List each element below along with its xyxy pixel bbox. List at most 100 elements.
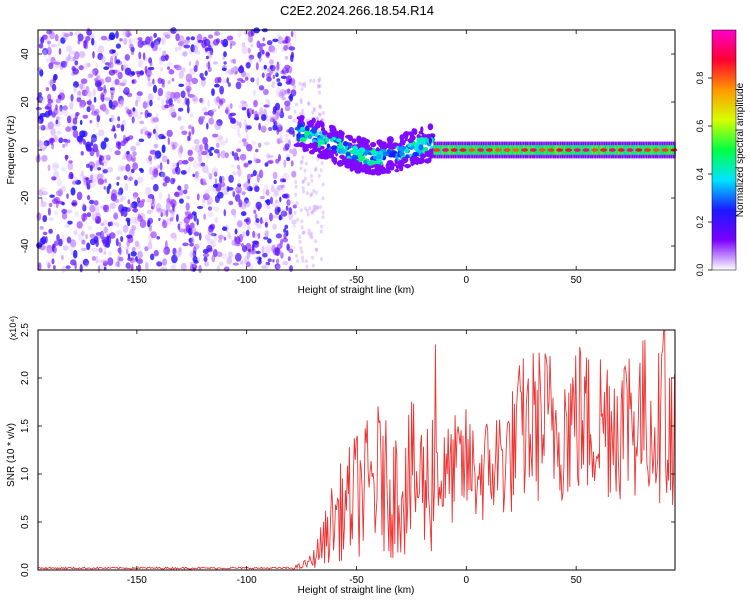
spectrogram-cell bbox=[116, 230, 123, 235]
spectrogram-cell bbox=[293, 109, 297, 114]
spectrogram-cell bbox=[289, 148, 293, 154]
y-tick-label: 2.5 bbox=[20, 323, 31, 337]
spectrogram-cell bbox=[103, 186, 107, 190]
spectrogram-cell bbox=[155, 131, 159, 140]
colorbar-tick-label: 0.4 bbox=[695, 168, 705, 181]
spectrogram-cell bbox=[211, 88, 215, 96]
spectrogram-cell bbox=[115, 43, 121, 49]
spectrogram-cell bbox=[370, 141, 377, 148]
spectrogram-cell bbox=[89, 70, 96, 76]
spectrogram-cell bbox=[270, 196, 273, 205]
spectrogram-cell bbox=[200, 181, 208, 186]
spectrogram-cell bbox=[228, 174, 234, 183]
spectrogram-cell bbox=[246, 225, 251, 232]
spectrogram-cell bbox=[78, 50, 86, 59]
spectrogram-cell bbox=[351, 160, 359, 166]
spectrogram-cell bbox=[65, 62, 69, 68]
spectrogram-cell bbox=[162, 258, 168, 266]
spectrogram-cell bbox=[177, 185, 182, 191]
spectrogram-cell bbox=[95, 159, 100, 167]
spectrogram-cell bbox=[272, 223, 277, 230]
spectrogram-cell bbox=[76, 97, 82, 103]
spectrogram-cell bbox=[128, 176, 133, 182]
spectrogram-cell bbox=[227, 82, 231, 87]
spectrogram-cell bbox=[398, 146, 406, 152]
spectrogram-cell bbox=[206, 244, 213, 252]
spectrogram-cell bbox=[171, 77, 175, 82]
spectrogram-cell bbox=[140, 168, 144, 173]
spectrogram-cell bbox=[173, 191, 180, 197]
spectrogram-y-ticks: -40 -20 0 20 40 bbox=[20, 48, 675, 253]
spectrogram-cell bbox=[501, 145, 504, 155]
spectrogram-cell bbox=[125, 262, 131, 269]
spectrogram-cell bbox=[74, 211, 79, 217]
spectrogram-cell bbox=[248, 54, 255, 60]
spectrogram-cell bbox=[155, 203, 162, 212]
spectrogram-cell bbox=[194, 171, 199, 179]
spectrogram-cell bbox=[139, 219, 147, 228]
x-tick-label: 0 bbox=[464, 275, 470, 286]
spectrogram-cell bbox=[247, 47, 251, 54]
spectrogram-cell bbox=[72, 68, 79, 75]
spectrogram-cell bbox=[208, 34, 214, 39]
spectrogram-cell bbox=[127, 199, 131, 205]
spectrogram-cell bbox=[312, 78, 316, 83]
spectrogram-cell bbox=[204, 188, 210, 197]
spectrogram-cell bbox=[168, 98, 173, 106]
spectrogram-cell bbox=[210, 233, 217, 237]
spectrogram-cell bbox=[282, 237, 289, 243]
spectrogram-cell bbox=[213, 61, 218, 65]
spectrogram-cell bbox=[208, 173, 213, 180]
spectrogram-cell bbox=[165, 99, 170, 104]
spectrogram-cell bbox=[284, 89, 291, 95]
spectrogram-cell bbox=[247, 160, 253, 164]
spectrogram-cell bbox=[86, 146, 93, 152]
spectrogram-cell bbox=[126, 153, 133, 162]
spectrogram-cell bbox=[318, 90, 321, 95]
spectrogram-cell bbox=[66, 115, 72, 124]
spectrogram-cell bbox=[503, 148, 511, 152]
spectrogram-cell bbox=[319, 229, 323, 234]
spectrogram-cell bbox=[165, 209, 169, 217]
spectrogram-cell bbox=[311, 210, 315, 214]
spectrogram-cell bbox=[272, 192, 279, 198]
spectrogram-cell bbox=[266, 67, 271, 72]
spectrogram-cell bbox=[314, 166, 318, 171]
spectrogram-cell bbox=[82, 138, 86, 145]
spectrogram-cell bbox=[165, 90, 172, 100]
spectrogram-cell bbox=[315, 247, 319, 252]
spectrogram-cell bbox=[260, 43, 266, 47]
spectrogram-cell bbox=[54, 60, 60, 69]
spectrogram-cell bbox=[274, 263, 281, 270]
spectrogram-cell bbox=[304, 206, 308, 211]
spectrogram-cell bbox=[300, 159, 304, 164]
spectrogram-cell bbox=[89, 204, 96, 213]
spectrogram-cell bbox=[285, 80, 292, 85]
spectrogram-cell bbox=[130, 145, 137, 152]
spectrogram-cell bbox=[150, 253, 155, 261]
spectrogram-cell bbox=[170, 177, 176, 185]
x-tick-label: 50 bbox=[571, 275, 583, 286]
spectrogram-cell bbox=[156, 207, 163, 213]
spectrogram-cell bbox=[572, 145, 574, 155]
spectrogram-cell bbox=[249, 36, 253, 43]
spectrogram-cell bbox=[286, 156, 291, 162]
spectrogram-cell bbox=[291, 219, 297, 225]
spectrogram-cell bbox=[158, 217, 161, 222]
spectrogram-cell bbox=[175, 65, 182, 71]
spectrogram-cell bbox=[279, 178, 286, 183]
spectrogram-cell bbox=[85, 233, 88, 240]
spectrogram-cell bbox=[191, 95, 198, 102]
spectrogram-cell bbox=[293, 210, 297, 215]
spectrogram-cell bbox=[245, 76, 249, 81]
spectrogram-cell bbox=[48, 62, 54, 70]
spectrogram-cell bbox=[106, 235, 110, 245]
spectrogram-cell bbox=[274, 102, 281, 111]
spectrogram-cell bbox=[136, 94, 142, 103]
spectrogram-cell bbox=[626, 148, 634, 152]
spectrogram-cell bbox=[118, 95, 124, 105]
spectrogram-cell bbox=[250, 173, 254, 178]
spectrogram-cell bbox=[309, 193, 313, 198]
spectrogram-cell bbox=[325, 150, 333, 157]
spectrogram-cell bbox=[131, 116, 135, 124]
